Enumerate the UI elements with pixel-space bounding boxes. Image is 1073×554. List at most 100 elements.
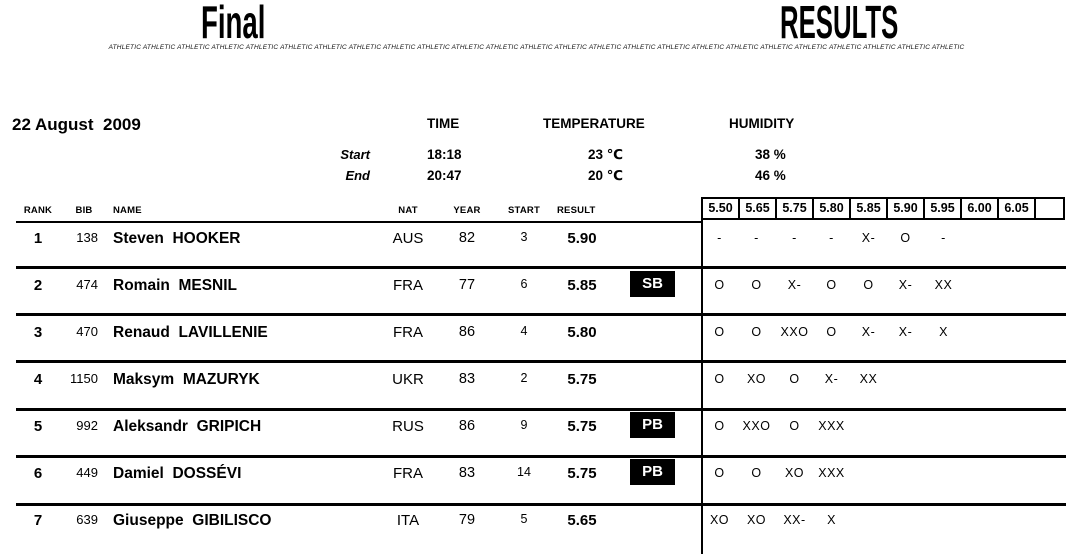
start-row-label: Start [340,147,370,162]
attempt-mark: XX [934,278,953,292]
first-name: Aleksandr [113,418,188,435]
result-cell: 5.75 [567,418,597,435]
first-name: Damiel [113,465,164,482]
row-separator [16,503,1066,506]
attempt-mark: X [827,513,836,527]
last-name: MAZURYK [182,371,260,388]
result-cell: 5.65 [567,512,597,529]
row-separator [16,266,1066,269]
attempts-divider-line [701,219,703,554]
table-row: 5 992 Aleksandr GRIPICH RUS 86 9 5.75 PB… [0,410,1073,454]
attempt-mark: O [714,372,725,386]
col-header-name: NAME [113,205,142,216]
table-header-rule [16,221,703,223]
rank-cell: 6 [33,465,43,482]
attempt-mark: O [751,278,762,292]
attempt-mark: O [900,231,911,245]
attempt-mark: - [941,231,946,245]
table-row: 4 1150 Maksym MAZURYK UKR 83 2 5.75 O XO… [0,363,1073,407]
athlete-name: Renaud LAVILLENIE [113,324,268,342]
attempt-mark: O [714,466,725,480]
start-order-cell: 2 [520,371,528,385]
rank-cell: 2 [33,277,43,294]
table-row: 7 639 Giuseppe GIBILISCO ITA 79 5 5.65 X… [0,504,1073,548]
nationality-cell: AUS [392,230,424,247]
height-header-cell: 5.75 [775,197,814,220]
athlete-name: Damiel DOSSÉVI [113,465,241,483]
last-name: HOOKER [172,230,241,247]
humidity-header: HUMIDITY [729,116,795,131]
attempt-marks: O O XXO O X- X- X [701,325,1073,341]
last-name: LAVILLENIE [178,324,268,341]
start-order-cell: 5 [520,512,528,526]
athletic-divider-line: ATHLETIC ATHLETIC ATHLETIC ATHLETIC ATHL… [108,44,965,51]
year-cell: 79 [458,512,476,528]
attempt-marks: O O XO XXX [701,466,1073,482]
attempt-marks: XO XO XX- X [701,513,1073,529]
height-header-cell: 5.65 [738,197,777,220]
rank-cell: 1 [33,230,43,247]
attempt-mark: O [789,372,800,386]
last-name: GIBILISCO [192,512,272,529]
col-header-rank: RANK [23,205,53,216]
first-name: Romain [113,277,170,294]
rank-cell: 7 [33,512,43,529]
height-header-cell: 5.90 [886,197,925,220]
attempt-mark: XO [746,372,767,386]
athlete-name: Aleksandr GRIPICH [113,418,261,436]
table-row: 1 138 Steven HOOKER AUS 82 3 5.90 - - - … [0,222,1073,266]
first-name: Giuseppe [113,512,184,529]
year-cell: 86 [458,418,476,434]
time-end-value: 20:47 [427,168,462,183]
temperature-start-value: 23 ℃ [588,147,624,162]
attempt-mark: XXX [818,466,845,480]
rank-cell: 5 [33,418,43,435]
result-cell: 5.85 [567,277,597,294]
nationality-cell: FRA [393,465,423,482]
attempt-mark: - [754,231,759,245]
nationality-cell: ITA [396,512,420,529]
athlete-name: Giuseppe GIBILISCO [113,512,272,530]
height-header-bar: 5.50 5.65 5.75 5.80 5.85 5.90 5.95 6.00 … [701,197,1065,220]
height-header-cell: 5.95 [923,197,962,220]
col-header-year: YEAR [453,205,481,216]
first-name: Renaud [113,324,170,341]
personal-best-badge: PB [630,412,675,438]
attempt-mark: X- [898,278,913,292]
attempt-mark: O [863,278,874,292]
humidity-end-value: 46 % [755,168,786,183]
page-title-results: RESULTS [780,0,899,48]
nationality-cell: RUS [392,418,424,435]
start-order-cell: 6 [520,277,528,291]
table-row: 6 449 Damiel DOSSÉVI FRA 83 14 5.75 PB O… [0,457,1073,501]
temperature-end-value: 20 ℃ [588,168,624,183]
height-header-cell: 5.80 [812,197,851,220]
start-order-cell: 14 [517,465,531,479]
start-order-cell: 3 [520,230,528,244]
col-header-result: RESULT [557,205,596,216]
row-separator [16,408,1066,411]
time-header: TIME [427,116,460,131]
attempt-mark: X [939,325,948,339]
page-title-final: Final [201,0,266,48]
attempt-mark: X- [898,325,913,339]
first-name: Steven [113,230,164,247]
last-name: MESNIL [178,277,238,294]
row-separator [16,455,1066,458]
col-header-nat: NAT [398,205,418,216]
height-header-cell: 6.05 [997,197,1036,220]
attempt-marks: O XO O X- XX [701,372,1073,388]
start-order-cell: 9 [520,418,528,432]
attempt-mark: - [717,231,722,245]
personal-best-badge: PB [630,459,675,485]
result-cell: 5.75 [567,465,597,482]
height-header-empty-cell [1034,197,1065,220]
result-cell: 5.75 [567,371,597,388]
attempt-mark: X- [861,325,876,339]
attempt-marks: O O X- O O X- XX [701,278,1073,294]
row-separator [16,313,1066,316]
attempt-mark: X- [787,278,802,292]
attempt-mark: O [826,325,837,339]
attempt-mark: XXO [742,419,771,433]
